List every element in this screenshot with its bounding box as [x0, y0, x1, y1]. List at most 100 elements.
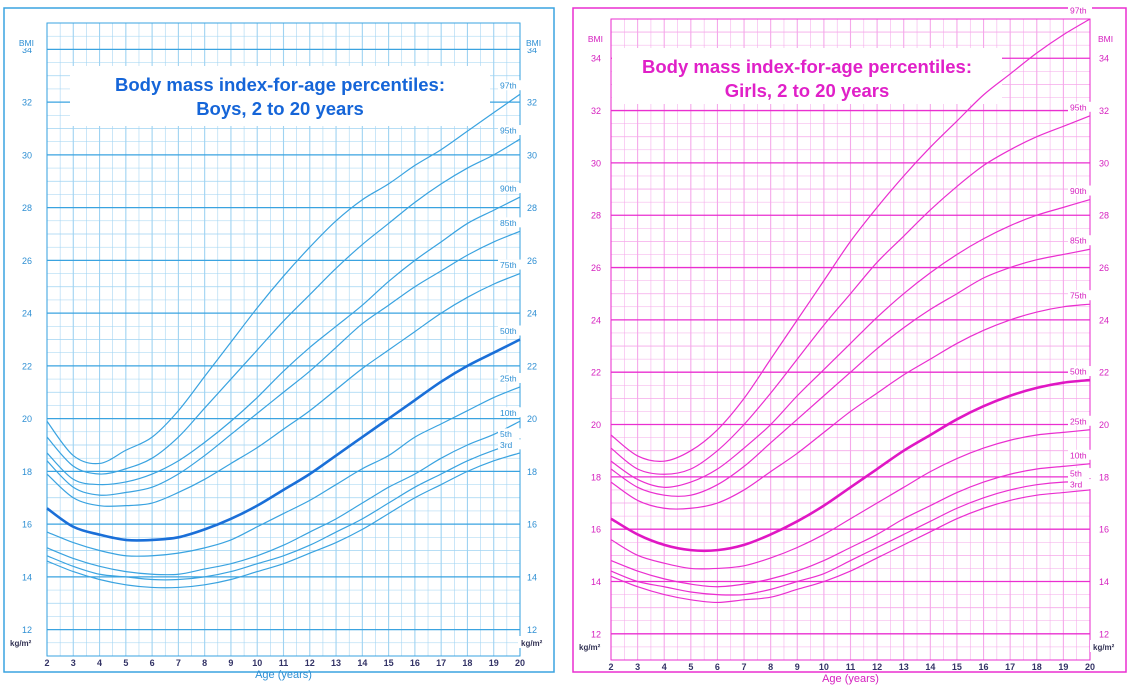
unit-bg: [578, 33, 606, 44]
x-tick-label: 14: [357, 658, 367, 668]
y-tick-label-right: 14: [527, 572, 537, 582]
unit-bg: [9, 37, 37, 48]
x-axis-label: Age (years): [255, 669, 312, 681]
title-line-2: Boys, 2 to 20 years: [196, 98, 364, 119]
y-tick-label-right: 24: [527, 309, 537, 319]
y-tick-bg: [523, 44, 547, 55]
y-tick-bg: [1095, 628, 1119, 639]
y-tick-label-left: 34: [591, 54, 601, 64]
series-label-bg: [498, 125, 522, 136]
y-tick-bg: [578, 419, 604, 430]
y-tick-label-left: 14: [22, 572, 32, 582]
title-line-1: Body mass index-for-age percentiles:: [115, 74, 445, 95]
x-tick-label: 18: [462, 658, 472, 668]
x-tick-label: 20: [1085, 662, 1095, 672]
series-label-bg: [498, 80, 522, 91]
x-tick-label: 15: [952, 662, 962, 672]
y-tick-bg: [523, 202, 547, 213]
series-label-bg: [1068, 449, 1092, 460]
x-tick-label: 16: [979, 662, 989, 672]
y-tick-bg: [1095, 419, 1119, 430]
percentile-curve-25th: [610, 429, 1091, 570]
bmi-label-right: BMI: [1098, 34, 1113, 44]
series-label-85th: 85th: [500, 218, 517, 228]
series-label-bg: [1068, 479, 1092, 490]
x-tick-label: 13: [899, 662, 909, 672]
y-tick-bg: [9, 466, 35, 477]
x-tick-label: 7: [742, 662, 747, 672]
x-tick-label: 3: [635, 662, 640, 672]
series-label-bg: [1068, 415, 1092, 426]
percentile-curve-50th: [46, 338, 521, 542]
x-tick-label: 11: [846, 662, 856, 672]
y-tick-label-right: 12: [527, 625, 537, 635]
y-tick-bg: [9, 202, 35, 213]
x-tick-label: 5: [123, 658, 128, 668]
y-tick-label-left: 22: [591, 368, 601, 378]
x-tick-label: 16: [410, 658, 420, 668]
y-tick-label-right: 20: [1099, 420, 1109, 430]
percentile-curve-85th: [46, 230, 521, 496]
y-tick-bg: [1095, 314, 1119, 325]
y-tick-bg: [9, 413, 35, 424]
unit-bg: [7, 636, 41, 648]
percentile-curve-97th: [610, 18, 1091, 462]
y-tick-bg: [1095, 262, 1119, 273]
y-tick-label-right: 24: [1099, 315, 1109, 325]
y-tick-label-right: 28: [527, 203, 537, 213]
y-tick-label-right: 26: [1099, 263, 1109, 273]
kgm2-label-left: kg/m²: [579, 643, 601, 652]
y-tick-label-right: 14: [1099, 577, 1109, 587]
series-label-90th: 90th: [500, 184, 517, 194]
series-label-3rd: 3rd: [1070, 480, 1083, 490]
x-axis-label: Age (years): [822, 673, 879, 685]
series-label-bg: [498, 439, 522, 450]
x-tick-label: 2: [44, 658, 49, 668]
x-tick-label: 10: [252, 658, 262, 668]
x-tick-label: 7: [176, 658, 181, 668]
chart-title: Body mass index-for-age percentiles: Boys…: [70, 66, 490, 126]
y-tick-bg: [9, 97, 35, 108]
percentile-curve-85th: [610, 248, 1091, 497]
y-tick-bg: [523, 519, 547, 530]
series-label-5th: 5th: [500, 429, 512, 439]
y-tick-label-right: 22: [527, 361, 537, 371]
title-line-1: Body mass index-for-age percentiles:: [642, 56, 972, 77]
percentile-curve-75th: [610, 303, 1091, 510]
y-tick-label-right: 16: [1099, 525, 1109, 535]
y-tick-bg: [578, 210, 604, 221]
y-tick-bg: [1095, 157, 1119, 168]
y-tick-labels: 12 12 14 14 16 16 18 18 20 20 22 22 24 24 26 26 28 28 30 30…: [576, 33, 1124, 652]
x-tick-label: 4: [662, 662, 667, 672]
percentile-curve-50th: [610, 378, 1091, 553]
series-label-bg: [498, 325, 522, 336]
y-tick-label-right: 34: [1099, 54, 1109, 64]
unit-bg: [518, 636, 552, 648]
y-tick-bg: [1095, 471, 1119, 482]
boys-chart: Body mass index-for-age percentiles: Boys…: [3, 7, 555, 681]
series-label-bg: [498, 372, 522, 383]
series-label-bg: [1068, 290, 1092, 301]
y-tick-bg: [578, 471, 604, 482]
y-tick-bg: [523, 308, 547, 319]
y-tick-bg: [578, 367, 604, 378]
y-tick-label-left: 16: [22, 520, 32, 530]
series-label-25th: 25th: [500, 373, 517, 383]
y-tick-bg: [578, 105, 604, 116]
y-tick-bg: [9, 255, 35, 266]
series-label-97th: 97th: [500, 81, 517, 91]
x-tick-label: 17: [436, 658, 446, 668]
series-label-50th: 50th: [500, 326, 517, 336]
y-tick-bg: [1095, 105, 1119, 116]
y-tick-label-right: 30: [527, 150, 537, 160]
y-tick-bg: [578, 157, 604, 168]
percentile-curve-95th: [46, 138, 521, 475]
y-tick-label-left: 16: [591, 525, 601, 535]
y-tick-bg: [1095, 576, 1119, 587]
y-tick-bg: [578, 524, 604, 535]
x-tick-label: 8: [768, 662, 773, 672]
kgm2-label-right: kg/m²: [1093, 643, 1115, 652]
unit-bg: [1095, 33, 1121, 44]
x-tick-labels: 2 3 4 5 6 7 8 9 10 11 12 13 14 15 16 17 18 19 20 Age (years…: [44, 658, 525, 681]
y-tick-label-left: 30: [22, 150, 32, 160]
